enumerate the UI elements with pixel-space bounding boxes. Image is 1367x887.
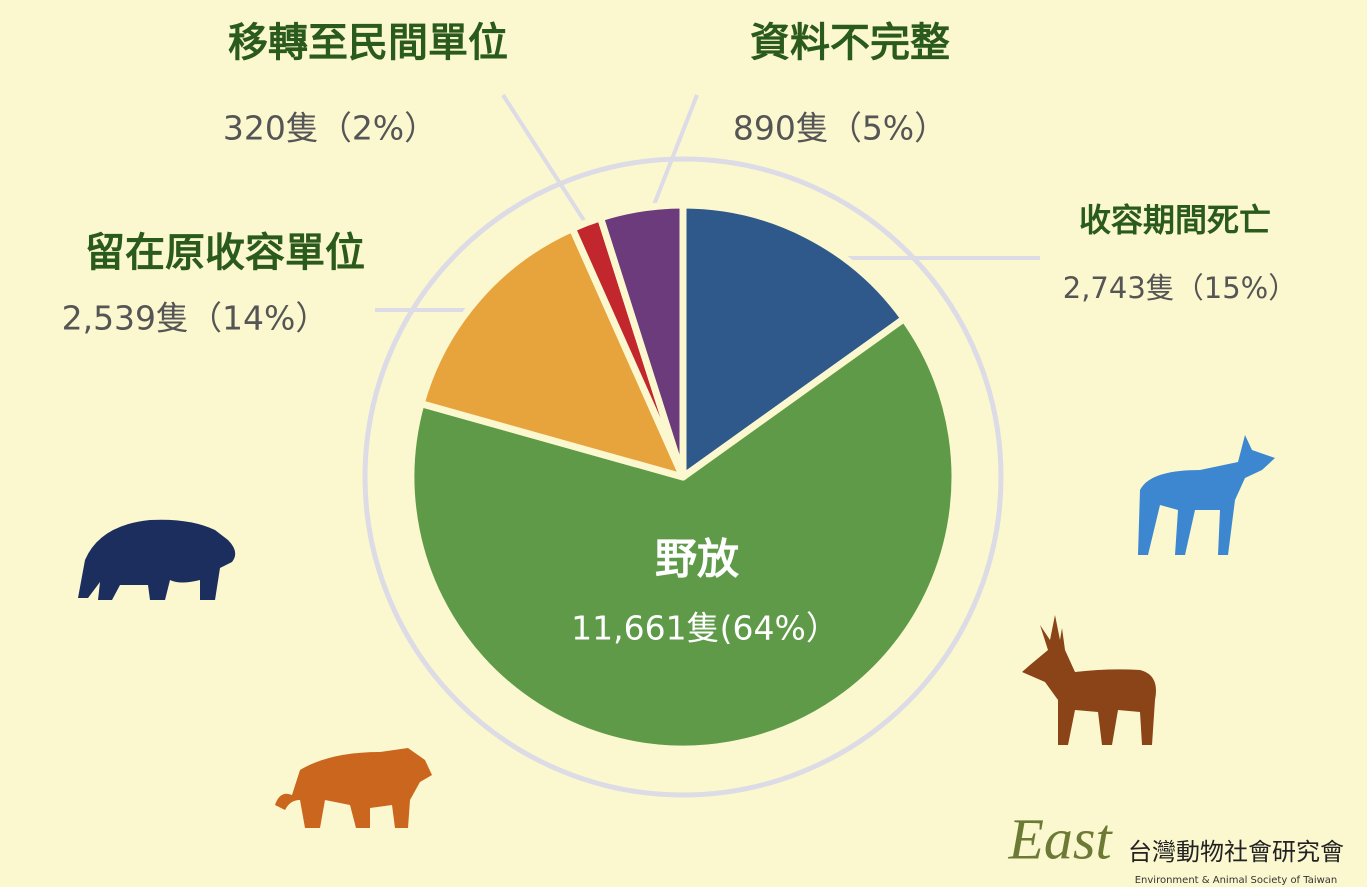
slice-label: 移轉至民間單位	[228, 20, 508, 66]
logo-name: 台灣動物社會研究會	[1128, 838, 1344, 866]
slice-label: 野放	[655, 535, 739, 584]
slice-label: 資料不完整	[750, 20, 950, 66]
slice-label: 收容期間死亡	[1079, 201, 1271, 239]
value-label: 890隻（5%）	[733, 109, 947, 148]
value-label: 2,539隻（14%）	[62, 299, 329, 338]
slice-label: 留在原收容單位	[85, 230, 365, 276]
value-label: 2,743隻（15%）	[1063, 271, 1297, 305]
logo-english: Environment & Animal Society of Taiwan	[1135, 875, 1338, 886]
logo-mark: East	[1007, 806, 1113, 871]
chart: 收容期間死亡 2,743隻（15%） 野放 11,661隻(64%） 留在原收容單位 2,…	[0, 0, 1367, 887]
value-label: 11,661隻(64%）	[571, 609, 839, 648]
page: {"chart_data": {"type": "pie", "categori…	[0, 0, 1367, 887]
pie	[411, 205, 955, 749]
value-label: 320隻（2%）	[223, 109, 437, 148]
